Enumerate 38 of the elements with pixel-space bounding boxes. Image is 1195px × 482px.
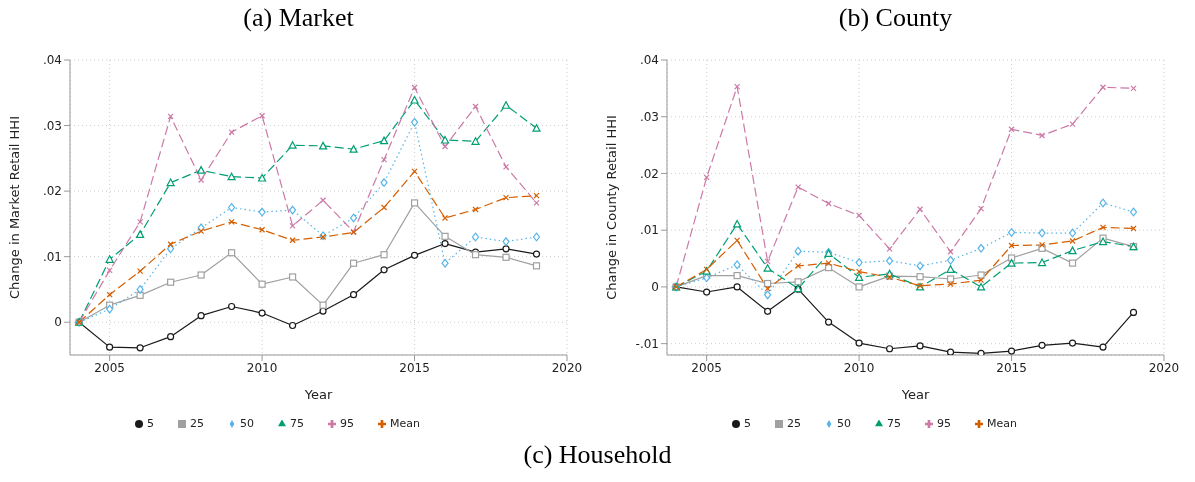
legend-label: 75: [290, 417, 304, 430]
legend-label: 75: [887, 417, 901, 430]
legend-label: Mean: [987, 417, 1017, 430]
x-axis-title: Year: [900, 387, 930, 402]
y-tick-label: .01: [42, 249, 62, 264]
y-tick-label: .04: [639, 53, 659, 68]
x-tick-label: 2005: [691, 360, 722, 375]
text: (c) Household: [522, 440, 673, 470]
y-tick-label: .03: [42, 118, 62, 133]
y-tick-label: 0: [54, 315, 62, 330]
x-tick-label: 2020: [551, 360, 583, 375]
y-tick-label: .02: [639, 166, 659, 181]
y-tick-label: .04: [42, 53, 62, 68]
y-tick-label: .01: [639, 223, 659, 238]
x-axis-title: Year: [303, 387, 333, 402]
chart-title: (a) Market: [242, 2, 355, 34]
y-tick-label: 0: [651, 280, 659, 295]
legend-label: 5: [147, 417, 154, 430]
x-tick-label: 2010: [843, 360, 875, 375]
x-tick-label: 2005: [94, 360, 125, 375]
x-tick-label: 2015: [399, 360, 430, 375]
legend-label: 50: [837, 417, 851, 430]
y-tick-label: -.01: [635, 336, 659, 351]
legend-label: 25: [787, 417, 801, 430]
x-tick-label: 2020: [1148, 360, 1180, 375]
x-tick-label: 2010: [246, 360, 278, 375]
y-tick-label: .02: [42, 184, 62, 199]
y-tick-label: .03: [639, 109, 659, 124]
legend-label: 50: [240, 417, 254, 430]
legend-label: 25: [190, 417, 204, 430]
legend-label: 5: [744, 417, 751, 430]
chart-title: (b) County: [837, 2, 954, 34]
legend-label: Mean: [390, 417, 420, 430]
y-axis-title: Change in Market Retail HHI: [6, 116, 22, 299]
legend-label: 95: [340, 417, 354, 430]
legend-label: 95: [937, 417, 951, 430]
y-axis-title: Change in County Retail HHI: [603, 115, 619, 300]
x-tick-label: 2015: [996, 360, 1027, 375]
